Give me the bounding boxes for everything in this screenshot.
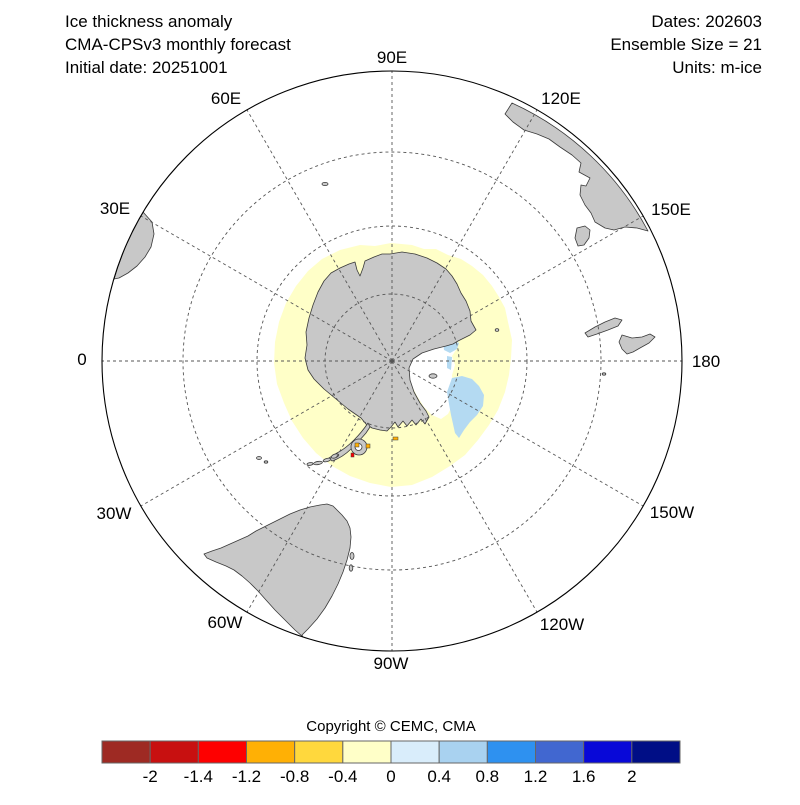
colorbar-tick--1.2: -1.2 (232, 767, 261, 786)
meridian-line-60W (246, 360, 393, 613)
africa-tip (113, 211, 155, 280)
colorbar-segment-8 (486, 740, 536, 764)
meridian-label-180: 180 (692, 352, 720, 371)
meridian-label-120E: 120E (541, 89, 581, 108)
colorbar-tick-0.8: 0.8 (476, 767, 500, 786)
tasmania (574, 225, 591, 247)
land-masses (113, 102, 656, 638)
colorbar-tick--2: -2 (143, 767, 158, 786)
meridian-label-60E: 60E (211, 89, 241, 108)
map-boundary-circle (101, 70, 683, 652)
colorbar-segment-9 (535, 740, 585, 764)
meridian-label-90E: 90E (377, 48, 407, 67)
ensemble-size: Ensemble Size = 21 (610, 35, 762, 54)
south-america (203, 503, 352, 638)
colorbar-segment-10 (583, 740, 633, 764)
plot-title: Ice thickness anomaly (65, 12, 233, 31)
meridian-line-120E (391, 109, 538, 362)
graticule (102, 71, 682, 651)
meridian-label-30E: 30E (100, 199, 130, 218)
colorbar: -2 -1.4 -1.2 -0.8 -0.4 0 0.4 0.8 1.2 1.6 2 (101, 740, 681, 786)
colorbar-tick-0: 0 (386, 767, 395, 786)
meridian-label-90W: 90W (374, 654, 409, 673)
colorbar-segment-1 (149, 740, 199, 764)
colorbar-segment-6 (390, 740, 440, 764)
model-name: CMA-CPSv3 monthly forecast (65, 35, 291, 54)
copyright-text: Copyright © CEMC, CMA (306, 718, 475, 735)
anomaly-spots (350, 436, 399, 458)
header-right: Dates: 202603 Ensemble Size = 21 Units: … (610, 12, 762, 77)
meridian-line-150E (391, 215, 644, 362)
meridian-line-30E (140, 215, 393, 362)
colorbar-tick--0.4: -0.4 (328, 767, 357, 786)
initial-date: Initial date: 20251001 (65, 58, 228, 77)
colorbar-segment-0 (101, 740, 151, 764)
colorbar-segment-5 (342, 740, 392, 764)
meridian-label-60W: 60W (208, 613, 243, 632)
meridian-label-0: 0 (77, 350, 86, 369)
meridian-line-30W (140, 360, 393, 507)
colorbar-tick-2: 2 (627, 767, 636, 786)
colorbar-tick-1.2: 1.2 (524, 767, 548, 786)
meridian-line-120W (391, 360, 538, 613)
forecast-dates: Dates: 202603 (651, 12, 762, 31)
map-content (102, 71, 682, 651)
meridian-label-30W: 30W (97, 504, 132, 523)
meridian-line-150W (391, 360, 644, 507)
new-zealand-south (584, 317, 623, 338)
colorbar-tick--1.4: -1.4 (184, 767, 213, 786)
colorbar-segment-11 (631, 740, 681, 764)
colorbar-tick-0.4: 0.4 (427, 767, 451, 786)
new-zealand-north (618, 333, 656, 355)
meridian-label-150E: 150E (651, 200, 691, 219)
kerguelen-island (321, 181, 329, 186)
colorbar-segment-7 (438, 740, 488, 764)
colorbar-segment-2 (197, 740, 247, 764)
units-label: Units: m-ice (672, 58, 762, 77)
falkland-islands (256, 456, 262, 460)
meridian-label-120W: 120W (540, 615, 584, 634)
zero-anomaly-region (407, 344, 456, 419)
meridian-line-60E (246, 109, 393, 362)
colorbar-segment-3 (246, 740, 296, 764)
header-left: Ice thickness anomaly CMA-CPSv3 monthly … (65, 12, 291, 77)
colorbar-tick-1.6: 1.6 (572, 767, 596, 786)
colorbar-segment-4 (294, 740, 344, 764)
ross-island (428, 373, 438, 379)
australia (504, 102, 649, 232)
meridian-labels: 90E 120E 150E 180 150W 120W 90W 60W 30W 0 30E 60E (77, 48, 720, 673)
colorbar-tick--0.8: -0.8 (280, 767, 309, 786)
meridian-label-150W: 150W (650, 503, 694, 522)
